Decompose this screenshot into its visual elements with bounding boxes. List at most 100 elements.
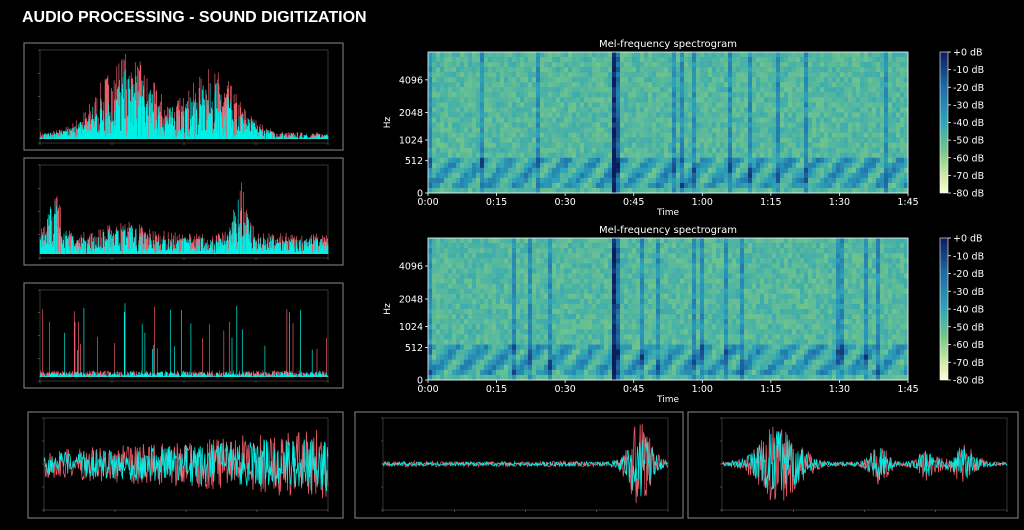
spectrogram-cell xyxy=(736,62,741,68)
spectrogram-cell xyxy=(568,87,573,93)
spectrogram-cell xyxy=(760,92,765,98)
spectrogram-cell xyxy=(504,354,509,361)
spectrogram-cell xyxy=(464,263,469,269)
spectrogram-cell xyxy=(856,57,861,63)
spectrogram-cell xyxy=(716,182,721,189)
spectrogram-cell xyxy=(596,329,601,335)
spectrogram-cell xyxy=(484,117,489,123)
spectrogram-cell xyxy=(596,314,601,320)
spectrogram-cell xyxy=(700,107,705,113)
spectrogram-cell xyxy=(892,157,897,164)
spectrogram-cell xyxy=(904,172,909,179)
spectrogram-cell xyxy=(812,72,817,78)
spectrogram-cell xyxy=(856,122,861,128)
spectrogram-cell xyxy=(468,309,473,315)
spectrogram-cell xyxy=(716,87,721,93)
spectrogram-cell xyxy=(452,112,457,118)
spectrogram-cell xyxy=(604,248,609,254)
spectrogram-cell xyxy=(560,303,565,310)
spectrogram-cell xyxy=(588,359,593,366)
spectrogram-cell xyxy=(724,182,729,189)
spectrogram-cell xyxy=(536,364,541,371)
spectrogram-cell xyxy=(816,97,821,103)
spectrogram-cell xyxy=(784,172,789,179)
spectrogram-cell xyxy=(552,67,557,73)
spectrogram-cell xyxy=(716,57,721,63)
spectrogram-cell xyxy=(556,273,561,279)
spectrogram-cell xyxy=(468,152,473,159)
spectrogram-cell xyxy=(576,329,581,335)
spectrogram-cell xyxy=(696,137,701,143)
spectrogram-cell xyxy=(872,112,877,118)
spectrogram-cell xyxy=(456,334,461,340)
spectrogram-cell xyxy=(584,283,589,290)
spectrogram-cell xyxy=(524,52,529,58)
spectrogram-cell xyxy=(540,137,545,143)
spectrogram-cell xyxy=(632,72,637,78)
spectrogram-cell xyxy=(508,319,513,325)
spectrogram-cell xyxy=(824,107,829,113)
spectrogram-cell xyxy=(896,172,901,179)
spectrogram-cell xyxy=(620,72,625,78)
spectrogram-cell xyxy=(896,102,901,108)
spectrogram-cell xyxy=(460,62,465,68)
spectrogram-cell xyxy=(732,102,737,108)
spectrogram-cell xyxy=(792,152,797,159)
spectrogram-cell xyxy=(532,288,537,295)
spectrogram-cell xyxy=(836,147,841,154)
spectrogram-cell xyxy=(800,182,805,189)
spectrogram-cell xyxy=(472,364,477,371)
spectrogram-cell xyxy=(660,177,665,184)
spectrogram-cell xyxy=(508,314,513,320)
spectrogram-cell xyxy=(684,132,689,138)
spectrogram-cell xyxy=(444,112,449,118)
spectrogram-cell xyxy=(840,137,845,143)
spectrogram-cell xyxy=(456,359,461,366)
spectrogram-cell xyxy=(468,182,473,189)
spectrogram-cell xyxy=(432,324,437,330)
spectrogram-cell xyxy=(592,303,597,310)
spectrogram-cell xyxy=(488,187,493,194)
spectrogram-cell xyxy=(876,122,881,128)
spectrogram-cell xyxy=(520,167,525,174)
spectrogram-cell xyxy=(464,82,469,88)
spectrogram-cell xyxy=(484,339,489,345)
spectrogram-cell xyxy=(492,122,497,128)
spectrogram-cell xyxy=(868,137,873,143)
spectrogram-cell xyxy=(436,329,441,335)
spectrogram-cell xyxy=(568,62,573,68)
spectrogram-cell xyxy=(524,67,529,73)
spectrogram-cell xyxy=(640,248,645,254)
spectrogram-cell xyxy=(732,82,737,88)
spectrogram-cell xyxy=(864,127,869,133)
spectrogram-cell xyxy=(632,137,637,143)
spectrogram-cell xyxy=(580,137,585,143)
spectrogram-cell xyxy=(444,283,449,290)
spectrogram-cell xyxy=(632,288,637,295)
spectrogram-cell xyxy=(620,303,625,310)
spectrogram-cell xyxy=(532,359,537,366)
spectrogram-cell xyxy=(496,127,501,133)
spectrogram-cell xyxy=(692,67,697,73)
spectrogram-cell xyxy=(780,57,785,63)
spectrogram-cell xyxy=(552,77,557,83)
spectrogram-cell xyxy=(848,132,853,138)
spectrogram-cell xyxy=(704,152,709,159)
spectrogram-cell xyxy=(456,374,461,381)
spectrogram-cell xyxy=(552,62,557,68)
spectrogram-cell xyxy=(624,359,629,366)
spectrogram-cell xyxy=(588,102,593,108)
spectrogram-cell xyxy=(628,278,633,284)
spectrogram-cell xyxy=(820,122,825,128)
spectrogram-cell xyxy=(740,162,745,169)
spectrogram-cell xyxy=(528,303,533,310)
spectrogram-cell xyxy=(672,137,677,143)
spectrogram-cell xyxy=(752,92,757,98)
spectrogram-cell xyxy=(604,303,609,310)
spectrogram-cell xyxy=(752,137,757,143)
spectrogram-cell xyxy=(796,72,801,78)
spectrogram-cell xyxy=(600,303,605,310)
spectrogram-cell xyxy=(712,82,717,88)
spectrogram-cell xyxy=(652,117,657,123)
spectrogram-cell xyxy=(548,354,553,361)
